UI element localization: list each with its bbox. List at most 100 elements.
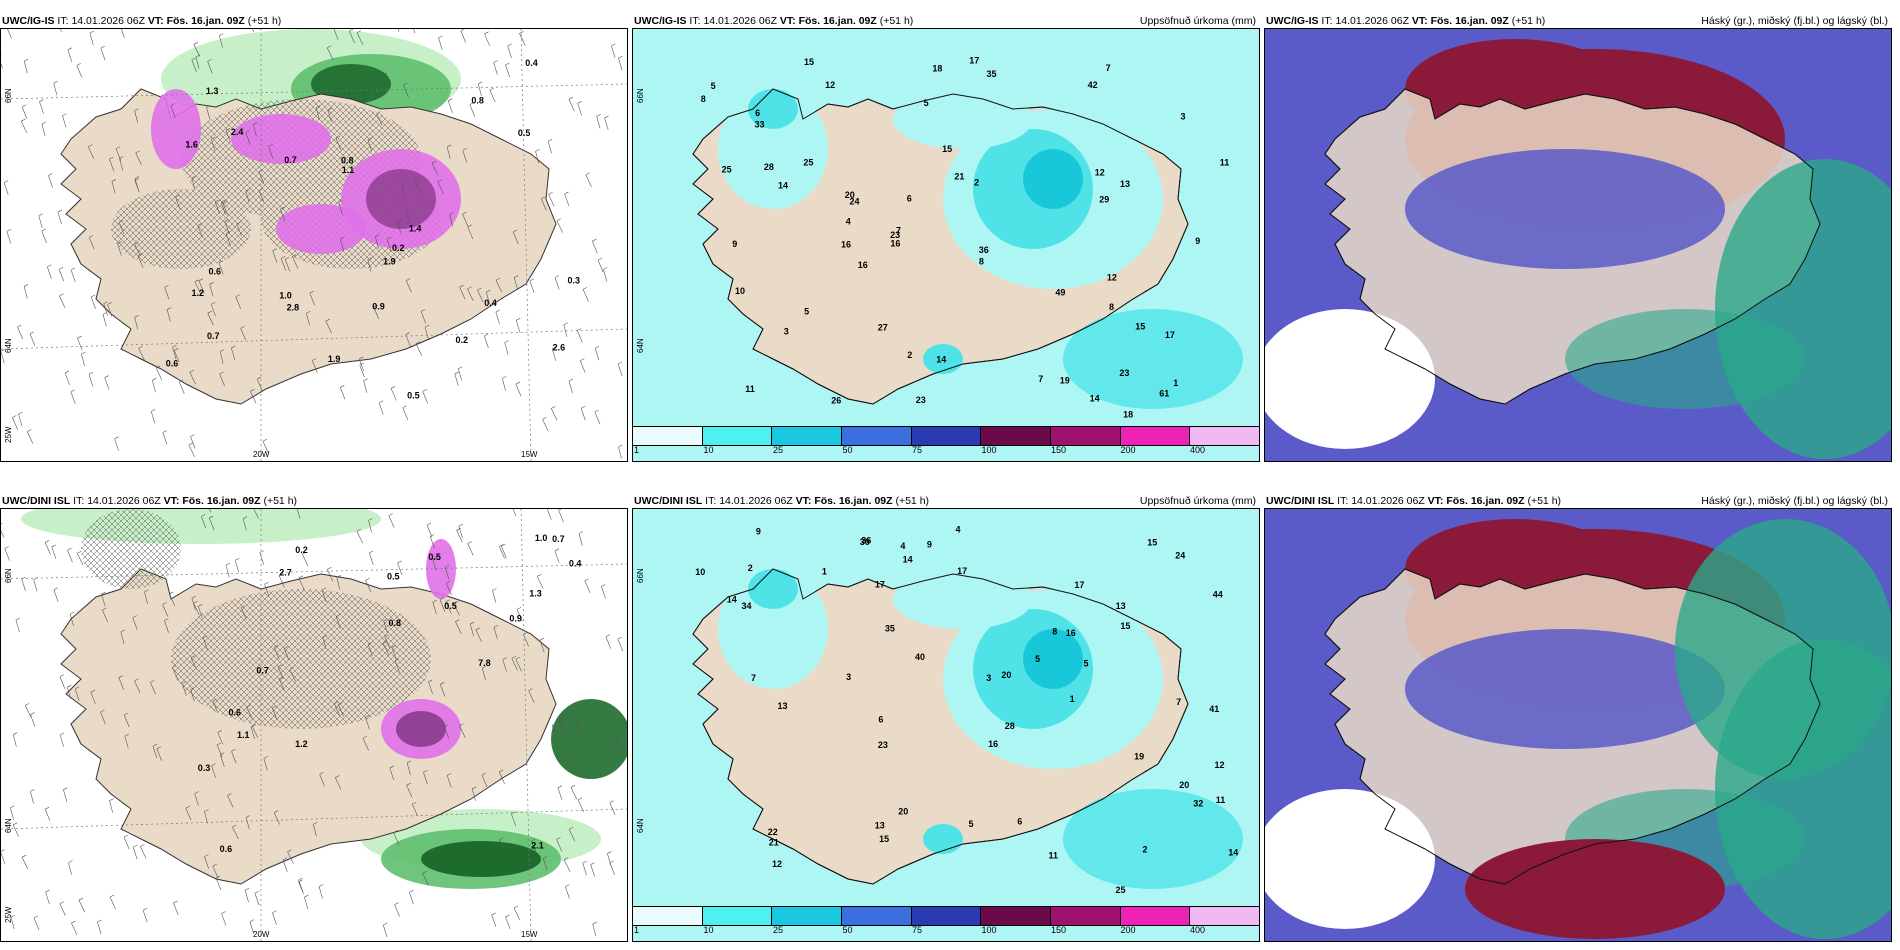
value-label: 0.7 (284, 155, 297, 165)
wind-barb (449, 212, 454, 227)
colorbar-swatch (981, 427, 1052, 445)
wind-barb (132, 615, 138, 630)
wind-barb (47, 264, 52, 279)
panel-title: UWC/DINI ISL IT: 14.01.2026 06Z VT: Fös.… (1266, 492, 1561, 510)
wind-barb (547, 139, 553, 154)
wind-barb (173, 900, 179, 916)
value-label: 1.0 (535, 533, 548, 543)
wind-barb (402, 405, 409, 420)
wind-barb (618, 55, 623, 71)
header-lead: (+51 h) (895, 495, 930, 507)
wind-barb (375, 234, 380, 249)
precip-area (923, 344, 963, 374)
wind-barb (201, 514, 207, 529)
panel-header: UWC/IG-IS IT: 14.01.2026 06Z VT: Fös. 16… (0, 12, 628, 30)
value-label: 12 (1215, 760, 1225, 770)
colorbar-tick: 10 (703, 925, 714, 935)
wind-barb (53, 587, 59, 602)
wind-barb (422, 389, 428, 404)
panel-title: UWC/DINI ISL IT: 14.01.2026 06Z VT: Fös.… (634, 492, 929, 510)
wind-barb (166, 307, 172, 322)
value-label: 18 (1123, 409, 1133, 419)
snow-area (421, 841, 541, 877)
wind-barb (21, 104, 28, 119)
precip-area (923, 824, 963, 854)
value-label: 15 (804, 57, 814, 67)
value-label: 19 (1060, 376, 1070, 386)
value-label: 34 (742, 601, 752, 611)
wind-barb (457, 366, 463, 381)
wind-barb (393, 830, 400, 845)
value-label: 6 (755, 108, 760, 118)
wind-barb (206, 105, 211, 120)
value-label: 49 (1055, 287, 1065, 297)
header-vt-label: VT: (795, 495, 812, 507)
wind-barb (297, 509, 301, 519)
header-lead: (+51 h) (263, 495, 298, 507)
lat-label: 25W (4, 426, 13, 443)
wind-barb (220, 199, 226, 215)
wind-barb (59, 674, 66, 689)
wind-barb (240, 325, 247, 341)
value-label: 6 (878, 714, 883, 724)
wind-barb (289, 666, 296, 682)
lat-label: 66N (4, 568, 13, 583)
wind-barb (263, 756, 268, 771)
wind-barb (439, 682, 446, 697)
wind-barb (15, 617, 21, 633)
value-label: 9 (732, 239, 737, 249)
colorbar-tick: 75 (912, 925, 923, 935)
wind-barb (376, 111, 383, 126)
wind-barb (212, 698, 219, 714)
wind-barb (590, 862, 595, 877)
header-model: UWC/IG-IS (634, 15, 687, 27)
wind-barb (511, 656, 518, 671)
snow-depth (426, 539, 456, 599)
wind-barb (90, 689, 96, 705)
wind-barb (356, 529, 364, 544)
wind-barb (358, 356, 365, 372)
value-label: 14 (778, 181, 788, 191)
snow-depth (396, 711, 446, 747)
header-it-label: IT: (73, 495, 85, 507)
wind-barb (120, 629, 125, 644)
wind-barb (117, 241, 122, 256)
wind-barb (21, 854, 29, 870)
wind-barb (420, 309, 427, 324)
wind-barb (245, 188, 250, 203)
wind-barb (264, 581, 270, 597)
header-it-label: IT: (705, 495, 717, 507)
colorbar-swatch (1051, 427, 1121, 445)
precip-area (718, 569, 828, 689)
wind-barb (219, 371, 225, 387)
wind-barb (563, 322, 568, 337)
wind-barb (365, 578, 372, 593)
colorbar-tick: 1 (634, 445, 640, 455)
wind-barb (227, 793, 234, 808)
wind-barb (235, 294, 241, 309)
wind-barb (432, 599, 437, 615)
value-label: 10 (695, 567, 705, 577)
wind-barb (1, 523, 5, 538)
value-label: 1.3 (529, 588, 542, 598)
value-label: 40 (915, 652, 925, 662)
value-label: 7 (1038, 374, 1043, 384)
value-label: 5 (1035, 654, 1040, 664)
header-vt-label: VT: (779, 15, 796, 27)
value-label: 7 (751, 673, 756, 683)
wind-barb (618, 444, 623, 459)
colorbar-swatch (1120, 907, 1191, 925)
panel-header: UWC/DINI ISL IT: 14.01.2026 06Z VT: Fös.… (0, 492, 628, 510)
wind-barb (97, 919, 102, 935)
wind-barb (348, 29, 355, 44)
map-svg: 0.6 0.3 1.0 1.3 0.8 0.5 0.6 0.2 0.7 2.7 7.8 2.1 0.5 1… (1, 509, 627, 941)
wind-barb (409, 889, 414, 905)
value-label: 1.4 (409, 223, 422, 233)
wind-barb (135, 150, 142, 166)
wind-barb (422, 870, 429, 886)
map-svg: 3789121523652561424917715212328331681426… (633, 29, 1259, 461)
wind-barb (211, 136, 216, 152)
value-label: 0.4 (569, 559, 582, 569)
wind-barb (428, 679, 433, 694)
wind-barb (327, 107, 333, 123)
